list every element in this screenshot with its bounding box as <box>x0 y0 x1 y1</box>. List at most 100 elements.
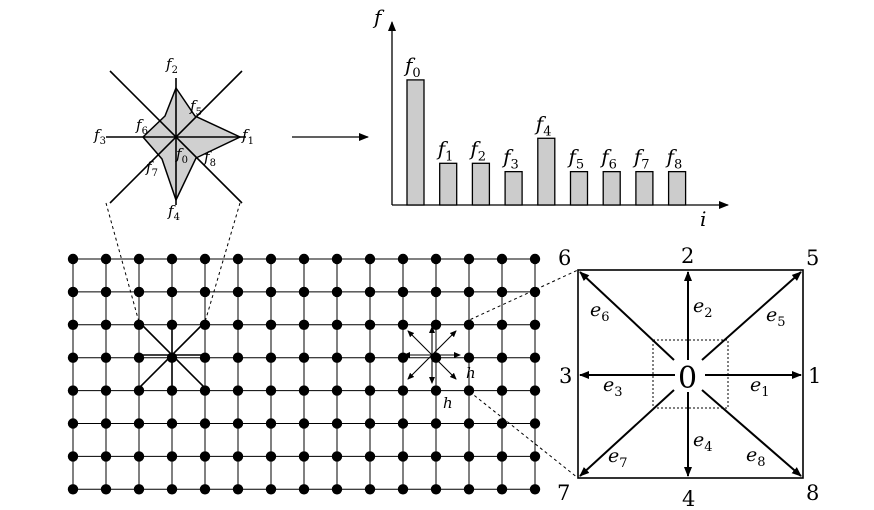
histogram: f i f0 f1 f2 f3 f4 f5 f6 f7 f8 <box>372 5 729 231</box>
lattice-node <box>232 253 244 265</box>
lattice-node <box>232 352 244 363</box>
vector-e7 <box>579 389 675 477</box>
lattice-velocity-node: h h <box>403 326 476 412</box>
lattice-node <box>67 319 79 330</box>
star-label-f5: f5 <box>189 97 202 118</box>
lattice-node <box>232 418 244 429</box>
lattice-node <box>199 319 211 330</box>
lattice-node <box>133 451 145 462</box>
lattice-node <box>430 286 442 298</box>
lattice-node <box>463 352 475 363</box>
lattice-grid <box>67 253 541 495</box>
vector-e5 <box>701 271 802 361</box>
projection-line-left <box>105 202 140 323</box>
star-label-f0: f0 <box>175 145 188 166</box>
lattice-node <box>496 319 508 330</box>
lattice-node <box>496 418 508 429</box>
histogram-bar-label-7: f7 <box>632 145 650 173</box>
star-label-f8: f8 <box>203 148 216 169</box>
histogram-bar-1 <box>439 162 458 206</box>
lattice-node <box>166 253 178 265</box>
lattice-node <box>199 286 211 298</box>
lattice-node <box>199 253 211 265</box>
lattice-node <box>166 451 178 462</box>
lattice-node <box>100 484 112 495</box>
lattice-node <box>133 352 145 363</box>
lattice-node <box>529 286 541 298</box>
lattice-node <box>397 319 409 330</box>
lattice-node <box>100 253 112 265</box>
lattice-node <box>100 352 112 363</box>
lattice-node <box>133 253 145 265</box>
lattice-node <box>100 319 112 330</box>
lattice-node <box>331 286 343 298</box>
histogram-bar-3 <box>504 170 523 206</box>
histogram-bar-label-2: f2 <box>468 136 486 164</box>
histogram-bar-label-0: f0 <box>403 53 421 81</box>
lattice-node <box>529 484 541 495</box>
star-label-f3: f3 <box>93 126 106 147</box>
star-label-f1: f1 <box>241 126 254 147</box>
lattice-node <box>298 385 310 396</box>
histogram-bar-2 <box>471 162 491 206</box>
lattice-node <box>463 385 475 396</box>
lattice-node <box>232 319 244 330</box>
vector-label-e7: e7 <box>608 445 628 471</box>
lattice-node <box>67 253 79 265</box>
lattice-node <box>100 385 112 396</box>
star-label-f7: f7 <box>145 158 158 179</box>
lattice-node <box>364 418 376 429</box>
histogram-bars: f0 f1 f2 f3 f4 f5 f6 f7 f8 <box>403 53 687 206</box>
star-axis-diagonal-2 <box>109 70 243 204</box>
lattice-node <box>199 451 211 462</box>
lattice-node <box>232 484 244 495</box>
lattice-node <box>397 352 409 363</box>
histogram-bar-label-5: f5 <box>567 145 585 173</box>
corner-label-3: 3 <box>559 364 572 388</box>
lattice-node <box>100 451 112 462</box>
distribution-star: f2 f5 f6 f3 f1 f0 f8 f7 f4 <box>93 55 254 223</box>
lattice-node <box>133 286 145 298</box>
lattice-node <box>265 484 277 495</box>
lattice-node <box>463 286 475 298</box>
lattice-node <box>166 418 178 429</box>
corner-label-2: 2 <box>681 244 694 268</box>
lattice-node <box>397 286 409 298</box>
lattice-node <box>331 319 343 330</box>
lattice-node <box>67 352 79 363</box>
vector-label-e5: e5 <box>766 304 786 330</box>
corner-label-4: 4 <box>682 487 695 510</box>
lattice-node <box>364 253 376 265</box>
lattice-node <box>298 484 310 495</box>
vector-label-e4: e4 <box>693 429 713 455</box>
lattice-node <box>133 484 145 495</box>
lattice-node <box>166 484 178 495</box>
lattice-node <box>529 352 541 363</box>
lattice-node <box>67 484 79 495</box>
projection-line-lower <box>464 387 579 479</box>
d2q9-cell: 0 6 2 5 3 1 7 4 8 e1 e3 e2 e4 e5 e6 e7 e… <box>557 244 821 510</box>
lattice-node <box>199 418 211 429</box>
lattice-node <box>430 484 442 495</box>
lattice-node <box>298 418 310 429</box>
histogram-bar-label-8: f8 <box>665 145 683 173</box>
histogram-bar-label-6: f6 <box>599 145 617 173</box>
lattice-node <box>463 319 475 330</box>
lattice-node <box>397 253 409 265</box>
lattice-node <box>529 451 541 462</box>
lattice-node <box>67 418 79 429</box>
corner-label-1: 1 <box>808 364 821 388</box>
lattice-node <box>364 352 376 363</box>
lattice-node <box>364 484 376 495</box>
lattice-node <box>364 286 376 298</box>
vector-e8 <box>701 389 802 477</box>
lattice-node <box>529 385 541 396</box>
lattice-node <box>133 319 145 330</box>
lattice-node <box>100 418 112 429</box>
star-label-f2: f2 <box>165 55 178 76</box>
projection-line-upper <box>464 269 579 323</box>
lattice-node <box>331 385 343 396</box>
star-label-f6: f6 <box>135 116 148 137</box>
vector-label-e3: e3 <box>603 374 623 400</box>
